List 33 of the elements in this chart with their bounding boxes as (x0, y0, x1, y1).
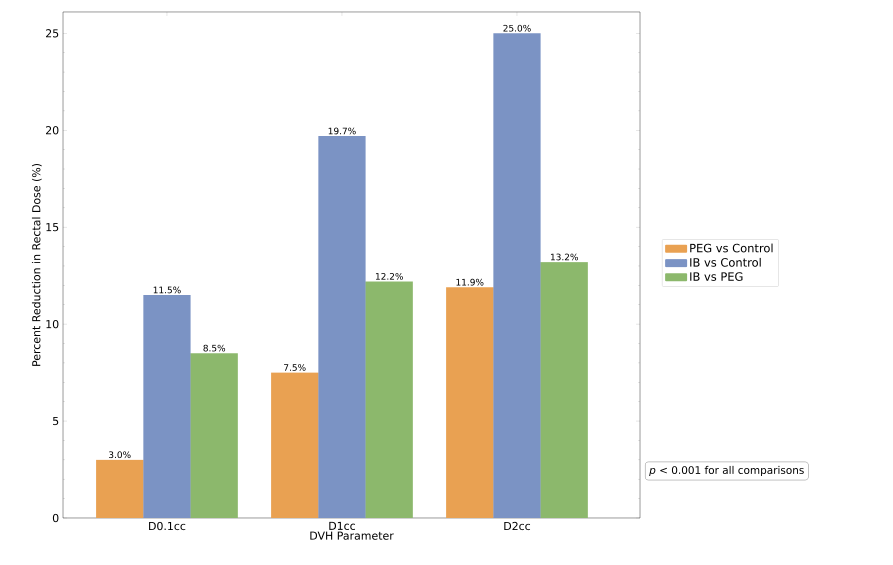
data-label: 19.7% (328, 128, 356, 134)
y-axis-title: Percent Reduction in Rectal Dose (%) (32, 164, 42, 366)
bar (96, 460, 144, 518)
y-tick-label: 20 (46, 126, 58, 134)
data-label: 25.0% (503, 24, 531, 32)
bar (540, 262, 588, 518)
y-tick-label: 5 (53, 416, 58, 426)
y-tick-label: 15 (46, 223, 58, 232)
x-axis-title: DVH Parameter (310, 532, 394, 540)
data-label: 11.5% (154, 286, 181, 294)
bar (190, 353, 238, 518)
data-label: 13.2% (550, 254, 578, 260)
text: p < 0.001 for all comparisons (649, 466, 804, 476)
legend-label: IB vs Control (690, 258, 761, 267)
x-tick-label: D0.1cc (149, 522, 186, 530)
bar (318, 136, 366, 518)
data-label: 12.2% (376, 272, 403, 280)
y-tick-label: 25 (46, 29, 58, 38)
bar (271, 372, 318, 518)
data-label: 3.0% (109, 451, 131, 458)
x-tick-label: D2cc (504, 522, 530, 530)
legend-label: PEG vs Control (690, 244, 773, 252)
y-tick-label: 10 (46, 320, 58, 328)
bar (446, 287, 494, 518)
data-label: 11.9% (456, 278, 484, 286)
x-tick-label: D1cc (329, 522, 356, 530)
data-label: 7.5% (284, 364, 306, 371)
legend-label: IB vs PEG (690, 272, 742, 281)
y-tick-label: 0 (52, 514, 58, 522)
bar (366, 281, 413, 518)
bar (493, 33, 541, 518)
bar (143, 295, 191, 518)
data-label: 8.5% (203, 344, 226, 352)
